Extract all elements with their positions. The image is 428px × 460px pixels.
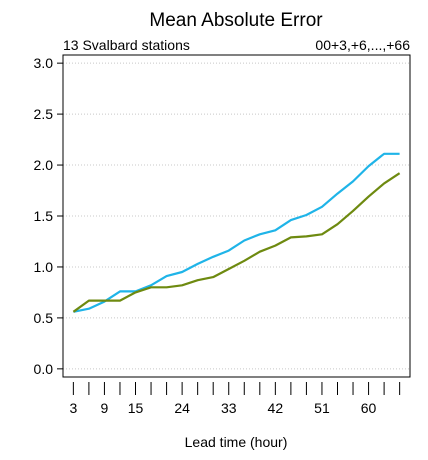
series-line-1 (73, 152, 400, 313)
x-tick-label: 42 (268, 400, 284, 416)
x-tick-label: 51 (314, 400, 330, 416)
x-tick-label: 3 (69, 400, 77, 416)
series-layer (72, 152, 401, 313)
series-line-2 (72, 172, 401, 313)
y-tick-label: 3.0 (34, 55, 54, 71)
y-tick-label: 1.0 (34, 259, 54, 275)
y-tick-label: 0.5 (34, 310, 54, 326)
y-tick-label: 2.5 (34, 106, 54, 122)
y-tick-label: 1.5 (34, 208, 54, 224)
x-tick-label: 9 (101, 400, 109, 416)
chart-subtitle-left: 13 Svalbard stations (63, 37, 190, 53)
chart-subtitle-right: 00+3,+6,...,+66 (315, 37, 410, 53)
chart-title: Mean Absolute Error (149, 10, 323, 31)
x-axis-label: Lead time (hour) (185, 434, 288, 450)
y-tick-label: 0.0 (34, 361, 54, 377)
x-axis: 3 9 15 24 33 42 51 60 (69, 382, 401, 416)
x-tick-label: 15 (128, 400, 144, 416)
y-axis: 0.0 0.5 1.0 1.5 2.0 2.5 3.0 (34, 55, 63, 377)
x-tick-label: 24 (174, 400, 190, 416)
grid-lines (63, 62, 410, 370)
x-tick-label: 33 (221, 400, 237, 416)
y-tick-label: 2.0 (34, 157, 54, 173)
x-tick-label: 60 (361, 400, 377, 416)
